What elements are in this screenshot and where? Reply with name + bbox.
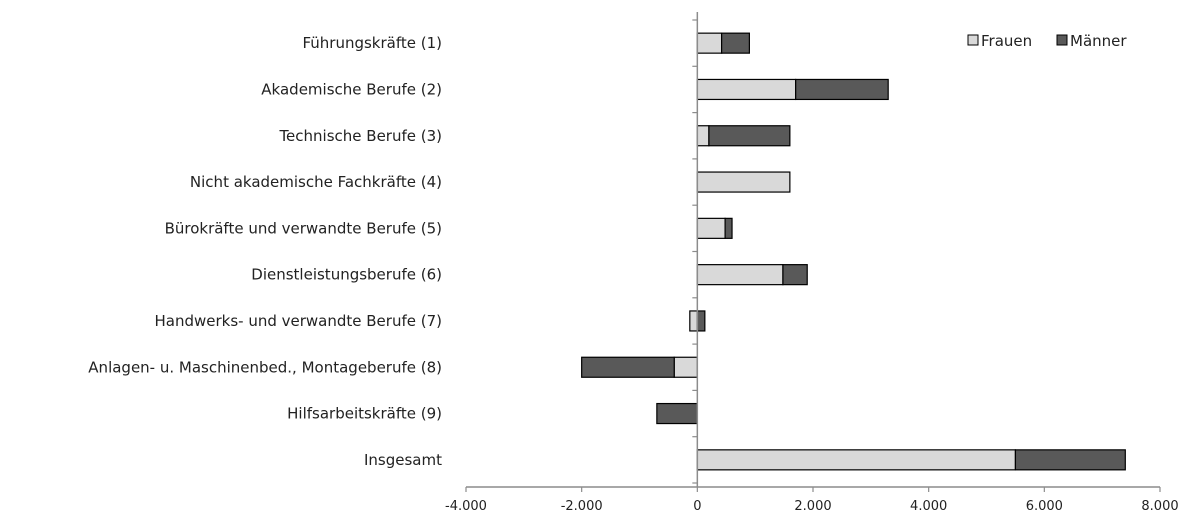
x-tick-label: 8.000 [1141,499,1178,514]
legend: Frauen Männer [967,32,1127,50]
legend-swatch-manner [1056,34,1068,46]
bar-manner-fuhrungskrafte-1 [721,32,750,54]
bar-manner-dienstleistungsberufe-6 [782,264,808,286]
bar-manner-anlagen-u-maschinenbed-montageberufe-8 [581,356,675,378]
legend-label-frauen: Frauen [981,32,1032,50]
axes [465,12,1161,492]
bar-frauen-insgesamt [696,449,1017,471]
x-tick-label: 2.000 [794,499,831,514]
bar-manner-insgesamt [1014,449,1126,471]
bar-frauen-akademische-berufe-2 [696,78,797,101]
category-label-fuhrungskrafte-1: Führungskräfte (1) [302,34,442,52]
category-label-anlagen-u-maschinenbed-montageberufe-8: Anlagen- u. Maschinenbed., Montageberufe… [88,358,442,376]
category-labels: Führungskräfte (1) Akademische Berufe (2)… [88,34,442,469]
category-label-burokrafte-und-verwandte-berufe-5: Bürokräfte und verwandte Berufe (5) [165,219,442,237]
x-tick-label: -4.000 [445,499,487,514]
x-tick-label: -2.000 [561,499,603,514]
bar-manner-akademische-berufe-2 [795,78,889,101]
bar-frauen-technische-berufe-3 [696,125,710,147]
bar-frauen-fuhrungskrafte-1 [696,32,723,54]
category-label-nicht-akademische-fachkrafte-4: Nicht akademische Fachkräfte (4) [190,173,442,191]
bar-manner-technische-berufe-3 [708,125,791,147]
bars [581,32,1126,471]
category-label-insgesamt: Insgesamt [364,451,442,469]
x-tick-label: 0 [693,499,701,514]
bar-manner-hilfsarbeitskrafte-9 [656,402,698,425]
bar-manner-burokrafte-und-verwandte-berufe-5 [724,217,733,239]
bar-frauen-nicht-akademische-fachkrafte-4 [696,171,791,193]
bar-frauen-handwerks-und-verwandte-berufe-7 [689,310,698,332]
category-label-dienstleistungsberufe-6: Dienstleistungsberufe (6) [251,266,442,284]
x-tick-label: 4.000 [910,499,947,514]
category-label-akademische-berufe-2: Akademische Berufe (2) [261,80,442,98]
legend-swatch-frauen [967,34,979,46]
x-tick-label: 6.000 [1026,499,1063,514]
category-label-hilfsarbeitskrafte-9: Hilfsarbeitskräfte (9) [287,405,442,423]
bar-frauen-anlagen-u-maschinenbed-montageberufe-8 [673,356,698,378]
category-label-handwerks-und-verwandte-berufe-7: Handwerks- und verwandte Berufe (7) [154,312,442,330]
legend-label-manner: Männer [1070,32,1127,50]
category-label-technische-berufe-3: Technische Berufe (3) [278,127,442,145]
bar-frauen-burokrafte-und-verwandte-berufe-5 [696,217,726,239]
x-tick-labels: -4.000 -2.000 0 2.000 4.000 6.000 8.000 [445,499,1179,514]
bar-manner-handwerks-und-verwandte-berufe-7 [696,310,706,332]
bar-frauen-dienstleistungsberufe-6 [696,264,784,286]
